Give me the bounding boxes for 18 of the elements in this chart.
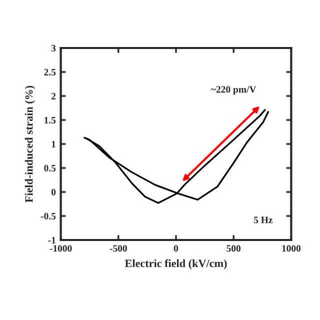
y-tick-label: 2	[51, 92, 56, 100]
y-tick-label: -0.5	[40, 212, 56, 220]
y-tick-label: 1.5	[44, 116, 56, 124]
y-tick-label: 3	[51, 44, 56, 52]
x-tick-label: -500	[110, 245, 127, 252]
y-tick-label: 1	[52, 140, 56, 148]
annotation: 5 Hz	[254, 216, 273, 224]
x-tick-label: 0	[174, 245, 178, 252]
x-tick-label: 500	[226, 245, 241, 252]
y-tick-label: 0.5	[44, 164, 56, 172]
y-axis-title: Field-induced strain (%)	[24, 86, 35, 202]
x-tick-label: -1000	[50, 245, 72, 252]
y-tick-label: 2.5	[44, 68, 56, 76]
y-tick-label: 0	[51, 188, 56, 196]
x-axis-title: Electric field (kV/cm)	[124, 259, 227, 270]
annotation: ~220 pm/V	[211, 86, 256, 95]
x-tick-label: 1000	[282, 245, 301, 252]
y-tick-label: -1	[48, 236, 56, 244]
